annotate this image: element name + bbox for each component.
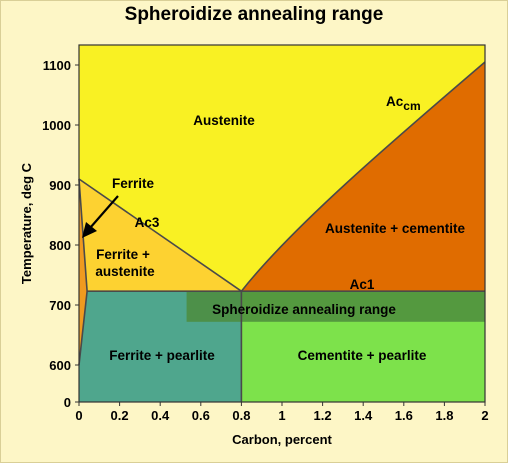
x-tick-label: 0 <box>75 408 82 423</box>
x-tick-label: 1.2 <box>314 408 332 423</box>
chart-title: Spheroidize annealing range <box>124 4 384 25</box>
label-ferrite: Ferrite <box>112 176 155 191</box>
line-ac3 <box>78 178 242 292</box>
label-ac1: Ac1 <box>350 277 375 292</box>
label-accm: Accm <box>386 94 421 113</box>
region-spheroidize-band <box>186 291 485 322</box>
x-axis-label: Carbon, percent <box>232 432 332 447</box>
line-accm <box>240 61 486 292</box>
y-tick-label: 1000 <box>42 118 71 133</box>
y-tick-label: 900 <box>49 178 71 193</box>
label-cementite-pearlite: Cementite + pearlite <box>298 348 427 363</box>
x-tick-label: 1.6 <box>395 408 413 423</box>
x-tick-label: 1 <box>278 408 285 423</box>
label-austenite-cementite: Austenite + cementite <box>325 221 465 236</box>
x-tick-label: 0.2 <box>111 408 129 423</box>
y-tick-label: 700 <box>49 298 71 313</box>
x-tick-label: 0.6 <box>192 408 210 423</box>
x-tick-label: 0.8 <box>232 408 250 423</box>
label-ferrite-austenite-line1: Ferrite + <box>96 247 150 262</box>
label-spheroidize: Spheroidize annealing range <box>212 302 396 317</box>
region-austenite-cementite <box>241 62 485 292</box>
line-ferrite <box>78 178 88 366</box>
ferrite-arrow-head <box>82 222 97 238</box>
y-tick-label: 0 <box>64 395 71 410</box>
x-tick-label: 1.8 <box>435 408 453 423</box>
label-ac3: Ac3 <box>135 215 160 230</box>
x-tick-label: 2 <box>481 408 488 423</box>
ferrite-arrow-shaft <box>89 195 119 229</box>
x-tick-label: 1.4 <box>354 408 373 423</box>
x-tick-label: 0.4 <box>151 408 170 423</box>
label-austenite: Austenite <box>193 113 255 128</box>
y-tick-label: 800 <box>49 238 71 253</box>
label-ferrite-pearlite: Ferrite + pearlite <box>109 348 215 363</box>
y-tick-label: 1100 <box>43 58 71 73</box>
region-ferrite <box>79 179 88 365</box>
label-ferrite-austenite-line2: austenite <box>95 264 155 279</box>
y-tick-label: 600 <box>49 358 71 373</box>
y-axis-label: Temperature, deg C <box>19 162 34 284</box>
